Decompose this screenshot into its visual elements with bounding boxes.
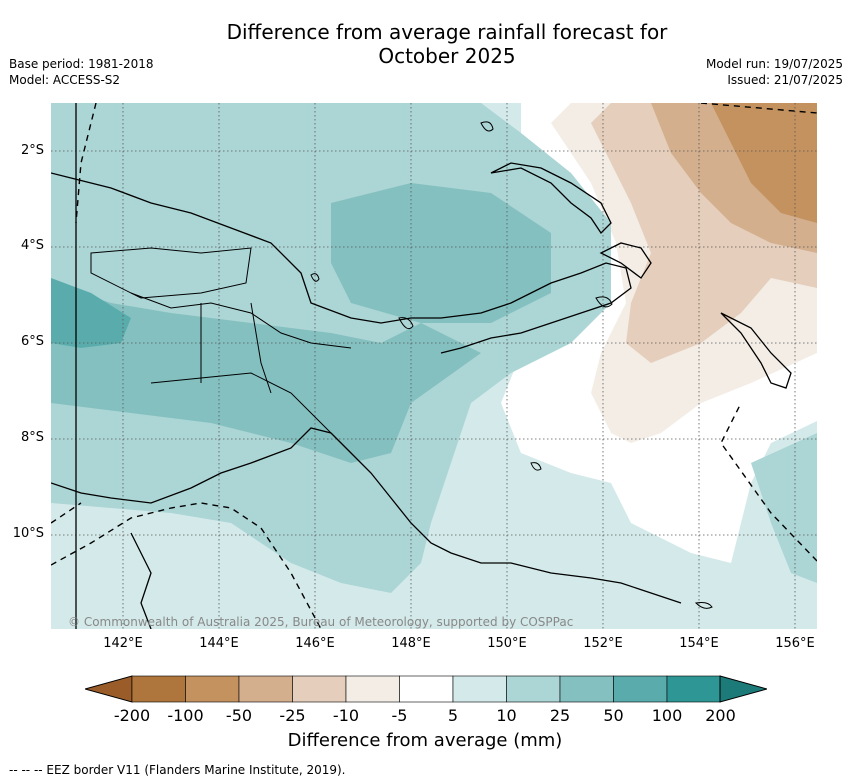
colorbar-tick-label: -50 xyxy=(225,706,253,725)
lon-label-150e: 150°E xyxy=(487,636,527,651)
colorbar-tick-label: -10 xyxy=(332,706,360,725)
issued-date: Issued: 21/07/2025 xyxy=(727,73,843,87)
colorbar-segment xyxy=(506,675,561,703)
lon-label-152e: 152°E xyxy=(583,636,623,651)
colorbar-segment xyxy=(613,675,668,703)
rainfall-map: © Commonwealth of Australia 2025, Bureau… xyxy=(51,103,817,629)
lat-label-2s: 2°S xyxy=(20,143,44,158)
zone-wet-25-50-north xyxy=(331,183,551,323)
colorbar xyxy=(85,675,767,703)
lon-label-154e: 154°E xyxy=(679,636,719,651)
lon-label-142e: 142°E xyxy=(103,636,143,651)
eez-borders xyxy=(51,103,817,629)
zone-wet-25-50 xyxy=(51,283,481,463)
colorbar-segment xyxy=(131,675,186,703)
lat-label-4s: 4°S xyxy=(20,238,44,253)
zone-wet-east xyxy=(751,433,817,583)
base-period-info: Base period: 1981-2018 Model: ACCESS-S2 xyxy=(9,56,154,88)
colorbar-segment xyxy=(399,675,454,703)
map-title-line-1: Difference from average rainfall forecas… xyxy=(226,20,668,44)
colorbar-segment xyxy=(185,675,240,703)
colorbar-tick-label: 5 xyxy=(447,706,459,725)
colorbar-segment xyxy=(345,675,400,703)
colorbar-extend-low xyxy=(85,675,133,703)
run-info: Model run: 19/07/2025 Issued: 21/07/2025 xyxy=(706,56,843,88)
colorbar-tick-label: 200 xyxy=(705,706,736,725)
colorbar-segment xyxy=(666,675,721,703)
map-canvas: © Commonwealth of Australia 2025, Bureau… xyxy=(51,103,817,629)
colorbar-segment xyxy=(559,675,614,703)
model-name: Model: ACCESS-S2 xyxy=(9,73,121,87)
colorbar-tick-label: -5 xyxy=(391,706,408,725)
colorbar-tick-label: -200 xyxy=(113,706,151,725)
lon-label-148e: 148°E xyxy=(391,636,431,651)
eez-footnote: -- -- -- EEZ border V11 (Flanders Marine… xyxy=(9,763,346,777)
colorbar-tick-label: 10 xyxy=(496,706,517,725)
colorbar-extend-high xyxy=(719,675,767,703)
colorbar-label: Difference from average (mm) xyxy=(287,730,563,751)
map-title: Difference from average rainfall forecas… xyxy=(0,20,850,68)
colorbar-tick-label: 25 xyxy=(549,706,571,725)
colorbar-segment xyxy=(292,675,347,703)
map-title-line-2: October 2025 xyxy=(378,44,516,68)
colorbar-segment xyxy=(238,675,293,703)
colorbar-tick-label: 100 xyxy=(651,706,683,725)
coastlines xyxy=(51,103,792,629)
lon-label-144e: 144°E xyxy=(199,636,239,651)
colorbar-tick-label: -25 xyxy=(279,706,306,725)
colorbar-tick-label: -100 xyxy=(167,706,204,725)
islands xyxy=(310,121,713,609)
zone-dry-50-100 xyxy=(711,103,817,223)
lat-label-8s: 8°S xyxy=(20,430,44,445)
zone-wet-50-100 xyxy=(51,278,131,348)
colorbar-tick-label: 50 xyxy=(603,706,624,725)
colorbar-segment xyxy=(452,675,507,703)
copyright-text: © Commonwealth of Australia 2025, Bureau… xyxy=(68,615,573,629)
province-borders xyxy=(90,247,352,434)
lon-label-146e: 146°E xyxy=(295,636,335,651)
lon-label-156e: 156°E xyxy=(775,636,815,651)
lat-label-6s: 6°S xyxy=(20,334,44,349)
base-period: Base period: 1981-2018 xyxy=(9,57,154,71)
model-run: Model run: 19/07/2025 xyxy=(705,57,843,71)
lat-label-10s: 10°S xyxy=(12,526,44,541)
